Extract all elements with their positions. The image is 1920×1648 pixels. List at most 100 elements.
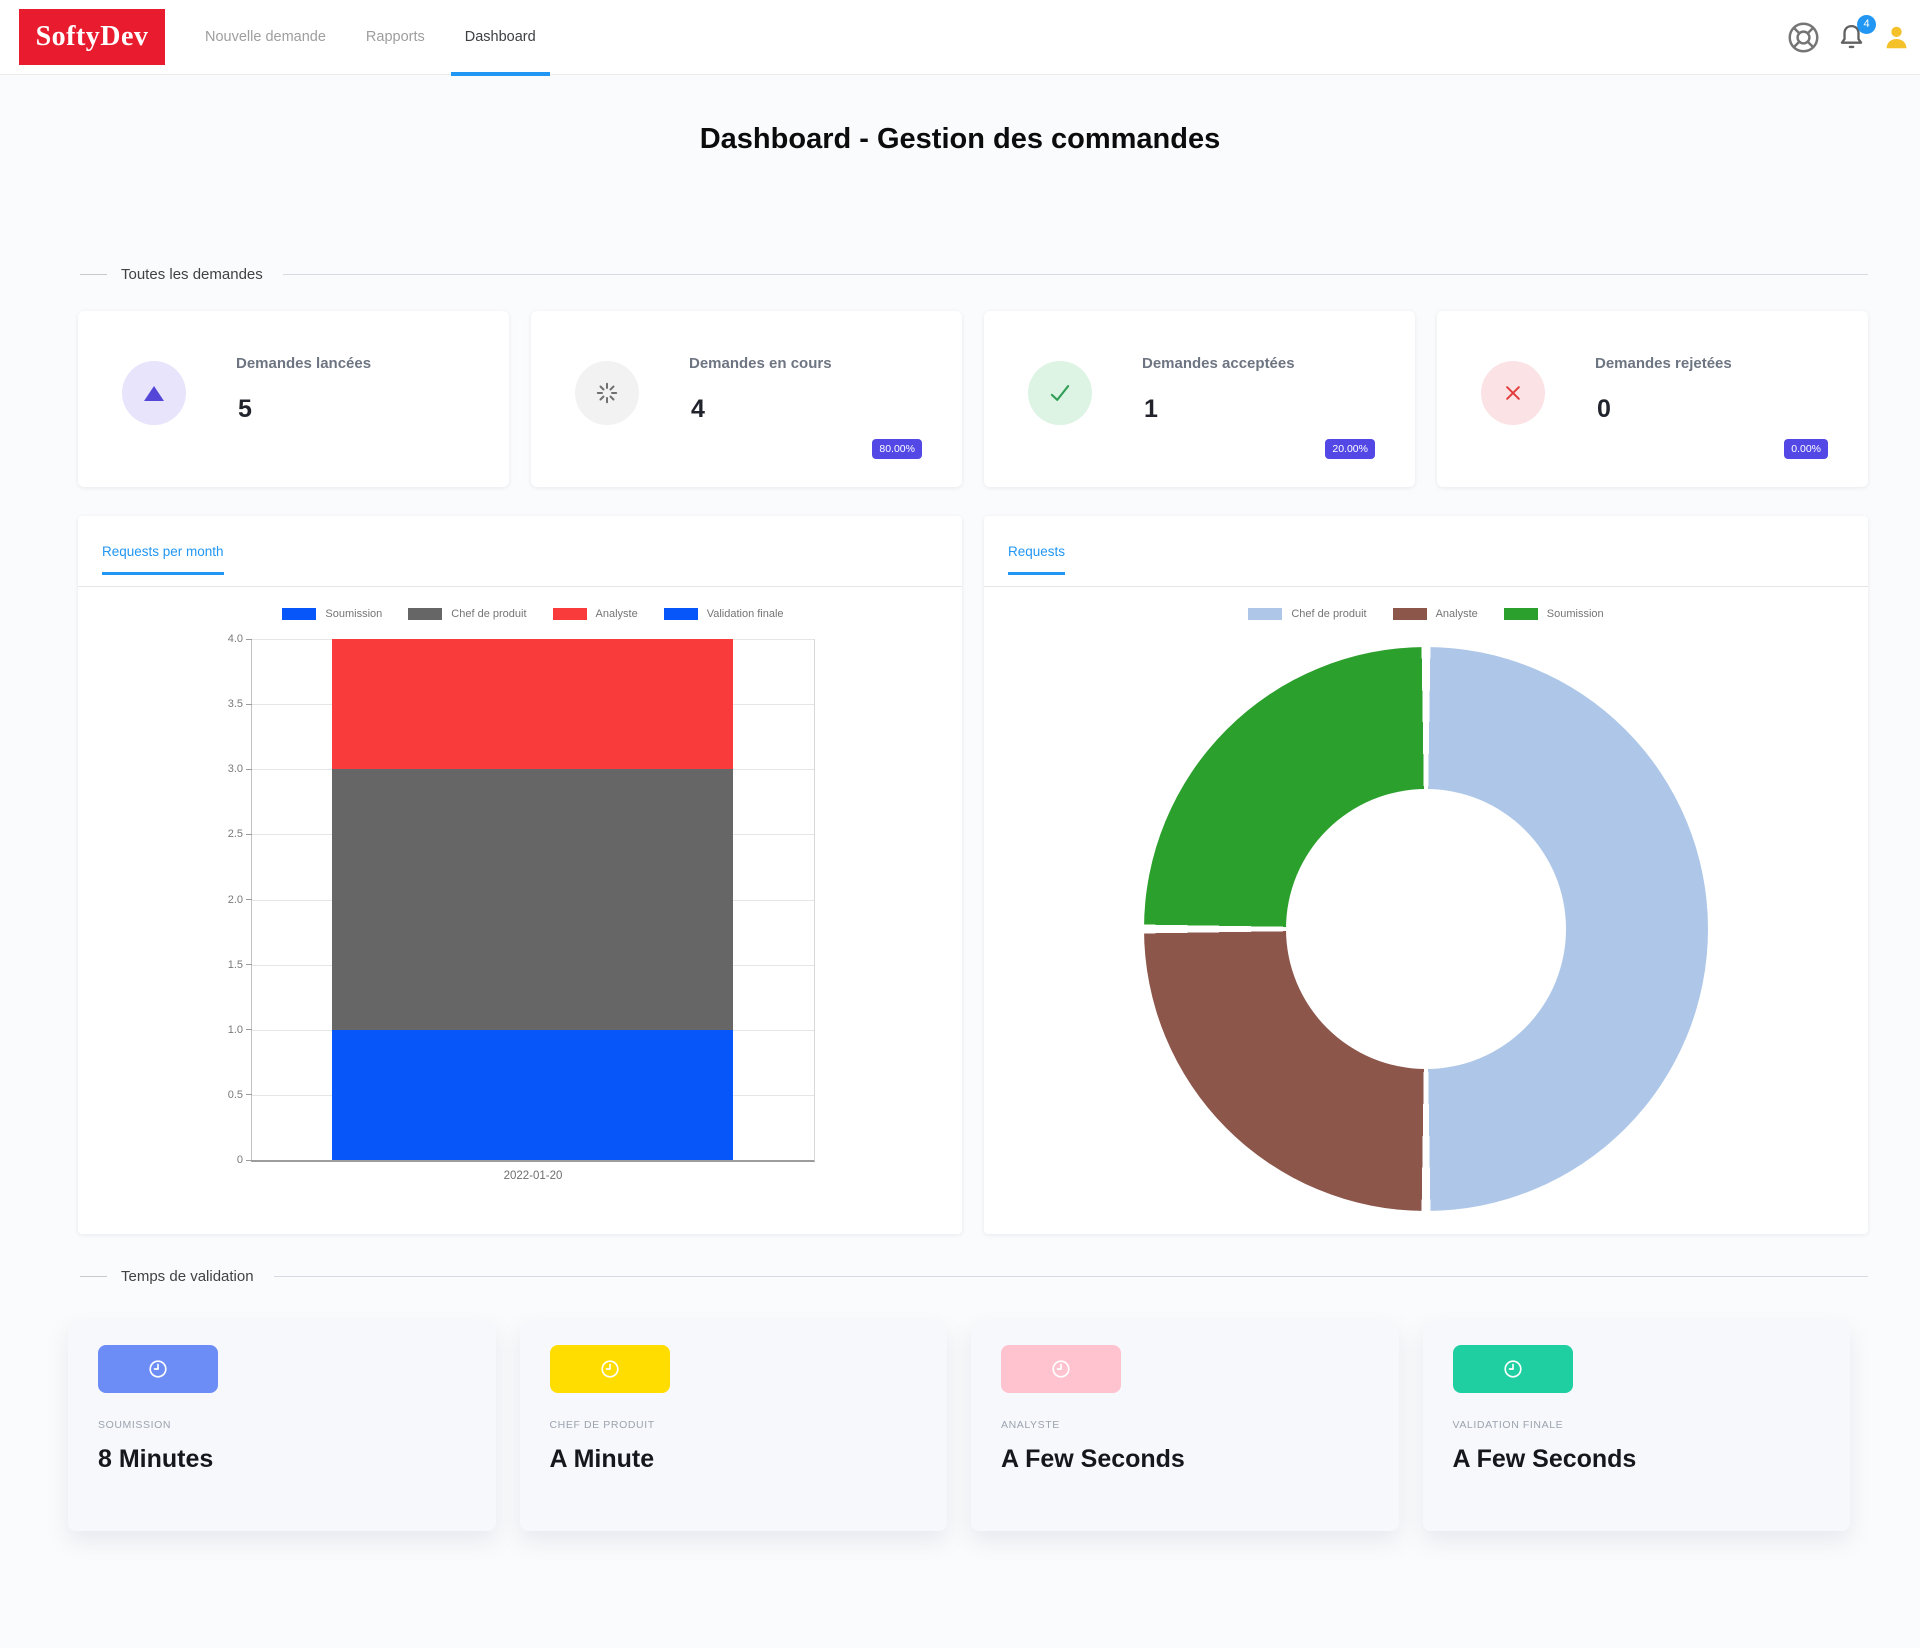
donut-chart-card: Requests Chef de produit Analyste Soumissi…: [984, 516, 1868, 1234]
check-icon: [1028, 361, 1092, 425]
time-card-label: CHEF DE PRODUIT: [549, 1419, 655, 1431]
clock-icon: [1001, 1345, 1121, 1393]
legend-item-soumission[interactable]: Soumission: [1503, 608, 1604, 620]
stat-percent-badge: 20.00%: [1325, 439, 1375, 459]
triangle-up-icon: [122, 361, 186, 425]
legend-label: Soumission: [1546, 608, 1604, 620]
legend-label: Analyste: [595, 608, 638, 620]
time-card-value: A Few Seconds: [1001, 1445, 1185, 1473]
notifications-bell-icon[interactable]: 4: [1836, 14, 1876, 53]
y-axis-tick-label: 3.0: [227, 763, 243, 776]
stacked-bar-plot: 0 0.5 1.0 1.5 2.0 2.5 3.0 3.5 4.0 2022-01-20: [228, 633, 815, 1182]
stat-value: 0: [1597, 395, 1611, 423]
clock-icon: [98, 1345, 218, 1393]
legend-label: Chef de produit: [451, 608, 527, 620]
y-axis-tick: [246, 1029, 252, 1031]
stat-value: 1: [1144, 395, 1158, 423]
bar-segment-chef-de-produit: [331, 769, 733, 1030]
app-logo[interactable]: SoftyDev: [19, 9, 165, 65]
stat-percent-badge: 80.00%: [872, 439, 922, 459]
legend-item-chef-de-produit[interactable]: Chef de produit: [1248, 608, 1367, 620]
time-card-label: VALIDATION FINALE: [1452, 1419, 1564, 1431]
legend-swatch: [282, 608, 317, 620]
charts-row: Requests per month Soumission Chef de pro…: [78, 516, 1868, 1234]
legend-item-analyste[interactable]: Analyste: [1392, 608, 1478, 620]
stat-card-demandes-acceptees: Demandes acceptées 1 20.00%: [984, 311, 1415, 487]
stat-label: Demandes en cours: [689, 355, 832, 372]
y-axis-tick: [246, 703, 252, 705]
y-axis-tick-label: 3.5: [227, 698, 243, 711]
legend-label: Soumission: [325, 608, 383, 620]
legend-swatch: [1392, 608, 1427, 620]
legend-item-soumission[interactable]: Soumission: [282, 608, 382, 620]
time-card-value: A Few Seconds: [1452, 1445, 1637, 1473]
legend-swatch: [408, 608, 443, 620]
y-axis-tick-label: 2.0: [227, 893, 243, 906]
y-axis-tick-label: 4.0: [227, 633, 243, 645]
legend-label: Analyste: [1435, 608, 1478, 620]
time-card-analyste: ANALYSTE A Few Seconds: [971, 1321, 1399, 1531]
section-title: Temps de validation: [121, 1268, 254, 1285]
legend-item-analyste[interactable]: Analyste: [552, 608, 638, 620]
bar-chart-legend: Soumission Chef de produit Analyste Validat…: [251, 608, 815, 620]
legend-swatch: [552, 608, 587, 620]
stat-label: Demandes rejetées: [1595, 355, 1732, 372]
time-card-value: 8 Minutes: [98, 1445, 214, 1473]
donut-chart: [1144, 647, 1708, 1211]
main-nav: Nouvelle demande Rapports Dashboard: [185, 0, 556, 76]
bar-chart-card: Requests per month Soumission Chef de pro…: [78, 516, 962, 1234]
legend-swatch: [1503, 608, 1538, 620]
clock-icon: [549, 1345, 670, 1393]
stat-card-demandes-en-cours: Demandes en cours 4 80.00%: [531, 311, 962, 487]
section-header-all-requests: Toutes les demandes: [80, 266, 1868, 283]
stat-label: Demandes acceptées: [1142, 355, 1295, 372]
nav-item-rapports[interactable]: Rapports: [365, 29, 425, 45]
legend-swatch: [663, 608, 698, 620]
nav-item-nouvelle-demande[interactable]: Nouvelle demande: [205, 29, 326, 45]
y-axis-tick: [246, 833, 252, 835]
y-axis-tick: [246, 638, 252, 640]
y-axis-tick: [246, 964, 252, 966]
chart-tabs: Requests per month: [78, 516, 962, 588]
y-axis-tick: [246, 1094, 252, 1096]
user-avatar-icon[interactable]: [1883, 24, 1910, 51]
y-axis-tick: [246, 899, 252, 900]
navbar: SoftyDev Nouvelle demande Rapports Dashb…: [0, 0, 1920, 76]
section-title: Toutes les demandes: [121, 266, 263, 283]
legend-label: Validation finale: [706, 608, 784, 620]
time-cards-row: SOUMISSION 8 Minutes CHEF DE PRODUIT A M…: [68, 1321, 1850, 1531]
nav-item-dashboard[interactable]: Dashboard: [445, 0, 556, 76]
help-lifebuoy-icon[interactable]: [1787, 21, 1820, 54]
y-axis-tick-label: 0.5: [227, 1088, 243, 1101]
stat-cards-row: Demandes lancées 5 Demandes en cours 4 8…: [78, 311, 1868, 487]
tab-requests[interactable]: Requests: [1008, 544, 1066, 575]
bar-segment-soumission: [331, 1029, 733, 1160]
stat-card-demandes-rejetees: Demandes rejetées 0 0.00%: [1437, 311, 1868, 487]
legend-label: Chef de produit: [1291, 608, 1367, 620]
tabs-divider: [78, 586, 962, 587]
legend-item-validation-finale[interactable]: Validation finale: [663, 608, 784, 620]
time-card-chef-de-produit: CHEF DE PRODUIT A Minute: [519, 1321, 947, 1531]
y-axis-tick-label: 1.5: [227, 958, 243, 971]
y-axis-tick-label: 0: [236, 1154, 243, 1166]
notification-count-badge: 4: [1857, 14, 1876, 34]
stacked-bar: [331, 639, 733, 1160]
y-axis-tick: [246, 768, 252, 770]
y-axis-tick: [246, 1159, 252, 1161]
x-icon: [1481, 361, 1545, 425]
stat-value: 4: [691, 395, 705, 423]
section-divider: [273, 1276, 1868, 1277]
y-axis-tick-label: 1.0: [227, 1023, 243, 1036]
time-card-validation-finale: VALIDATION FINALE A Few Seconds: [1422, 1321, 1850, 1531]
stat-value: 5: [238, 395, 252, 423]
y-axis-tick-label: 2.5: [227, 828, 243, 841]
tabs-divider: [984, 586, 1868, 587]
page-title: Dashboard - Gestion des commandes: [699, 123, 1221, 155]
legend-item-chef-de-produit[interactable]: Chef de produit: [408, 608, 527, 620]
time-card-label: ANALYSTE: [1001, 1419, 1060, 1431]
clock-icon: [1452, 1345, 1573, 1393]
donut-chart-legend: Chef de produit Analyste Soumission: [984, 608, 1868, 620]
time-card-soumission: SOUMISSION 8 Minutes: [68, 1321, 496, 1531]
x-axis-category-label: 2022-01-20: [503, 1170, 563, 1182]
tab-requests-per-month[interactable]: Requests per month: [102, 544, 224, 575]
